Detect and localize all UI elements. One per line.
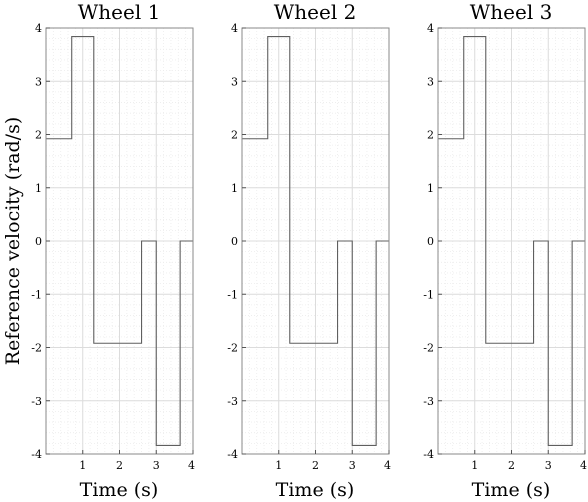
y-tick-label: 0 xyxy=(35,235,42,248)
y-tick-label: 4 xyxy=(231,22,238,35)
subplot-title: Wheel 2 xyxy=(274,0,357,24)
series-line xyxy=(46,35,193,447)
y-tick-label: 2 xyxy=(35,129,42,142)
subplot-wheel-3: Wheel 3 Time (s) xyxy=(470,0,553,501)
x-tick-label: 3 xyxy=(545,459,552,472)
y-tick-label: 1 xyxy=(231,182,238,195)
x-tick-label: 4 xyxy=(580,459,587,472)
y-tick-label: -3 xyxy=(423,395,434,408)
y-tick-label: -1 xyxy=(423,288,434,301)
x-tick-label: 4 xyxy=(188,459,195,472)
x-tick-label: 4 xyxy=(384,459,391,472)
subplot-wheel-2: Wheel 2 Time (s) xyxy=(274,0,357,501)
x-axis-label: Time (s) xyxy=(80,479,159,501)
y-tick-label: -4 xyxy=(423,448,434,461)
x-tick-label: 1 xyxy=(79,459,86,472)
x-tick-label: 3 xyxy=(153,459,160,472)
series-line xyxy=(242,35,389,447)
x-axis-label: Time (s) xyxy=(472,479,551,501)
y-tick-label: 1 xyxy=(35,182,42,195)
y-tick-label: -1 xyxy=(31,288,42,301)
y-tick-label: -4 xyxy=(227,448,238,461)
x-tick-label: 2 xyxy=(116,459,123,472)
y-tick-label: -3 xyxy=(31,395,42,408)
y-tick-label: 2 xyxy=(427,129,434,142)
x-tick-label: 2 xyxy=(312,459,319,472)
y-tick-label: -4 xyxy=(31,448,42,461)
y-tick-label: -3 xyxy=(227,395,238,408)
x-tick-label: 1 xyxy=(275,459,282,472)
series-line xyxy=(438,35,585,447)
subplot-wheel-1: Wheel 1 Time (s) xyxy=(78,0,161,501)
y-tick-label: 3 xyxy=(35,75,42,88)
y-tick-label: 4 xyxy=(427,22,434,35)
x-tick-label: 2 xyxy=(508,459,515,472)
y-tick-label: -2 xyxy=(227,342,238,355)
x-tick-label: 1 xyxy=(471,459,478,472)
y-tick-label: -2 xyxy=(423,342,434,355)
y-tick-label: -1 xyxy=(227,288,238,301)
y-tick-label: 3 xyxy=(231,75,238,88)
x-axis-label: Time (s) xyxy=(276,479,355,501)
y-axis-label: Reference velocity (rad/s) xyxy=(2,117,24,365)
x-tick-label: 3 xyxy=(349,459,356,472)
y-tick-label: 0 xyxy=(427,235,434,248)
plot-area-3: -4 -3 -2 -1 0 1 2 3 4 1 2 3 4 xyxy=(423,22,587,472)
subplot-title: Wheel 3 xyxy=(470,0,553,24)
y-tick-label: -2 xyxy=(31,342,42,355)
y-tick-label: 3 xyxy=(427,75,434,88)
y-tick-label: 2 xyxy=(231,129,238,142)
y-tick-label: 0 xyxy=(231,235,238,248)
plot-area-1: -4 -3 -2 -1 0 1 2 3 4 1 2 3 4 xyxy=(31,22,195,472)
subplot-title: Wheel 1 xyxy=(78,0,161,24)
plot-area-2: -4 -3 -2 -1 0 1 2 3 4 1 2 3 4 xyxy=(227,22,391,472)
y-tick-label: 4 xyxy=(35,22,42,35)
y-tick-label: 1 xyxy=(427,182,434,195)
